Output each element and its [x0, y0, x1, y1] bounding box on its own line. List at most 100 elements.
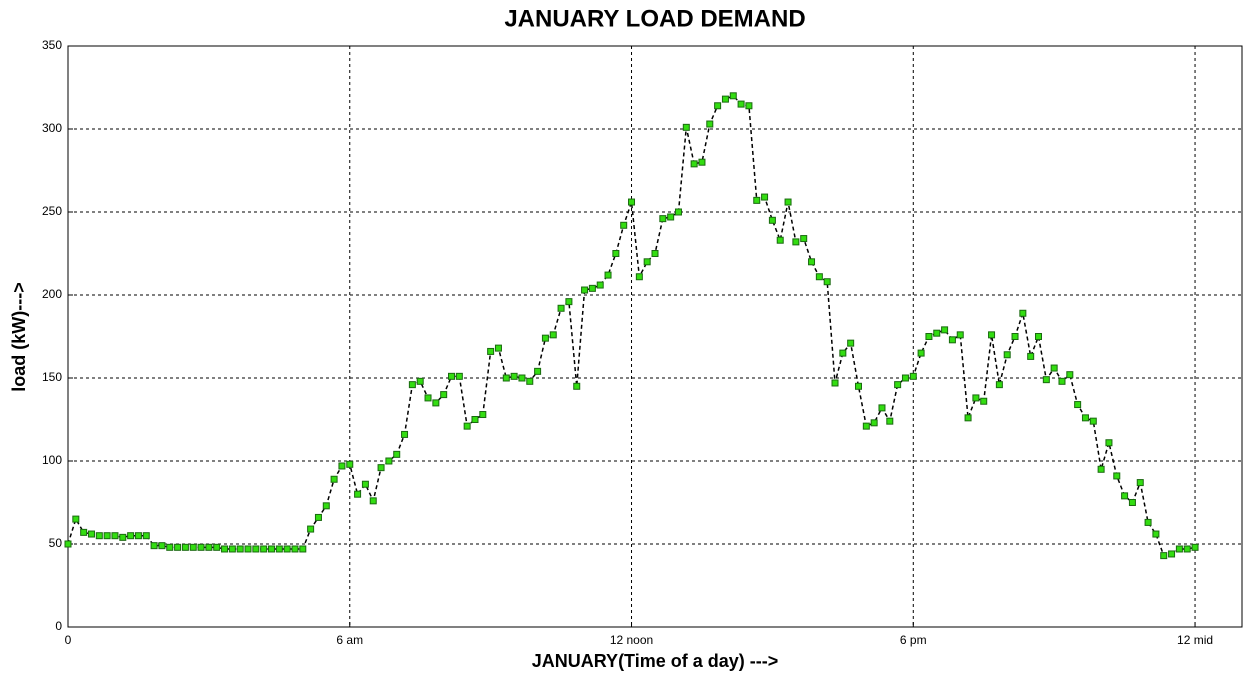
data-point — [925, 333, 933, 340]
data-point — [432, 399, 440, 407]
data-point — [197, 543, 205, 551]
data-point — [651, 250, 659, 257]
data-point — [228, 545, 236, 553]
data-point — [221, 545, 229, 553]
data-point — [1144, 518, 1152, 526]
data-point — [369, 497, 377, 505]
data-point — [471, 416, 479, 423]
data-point — [401, 430, 409, 438]
data-point — [753, 196, 761, 204]
data-point — [526, 377, 534, 385]
data-point — [870, 419, 878, 427]
data-point — [1066, 371, 1074, 379]
data-point — [518, 374, 526, 382]
data-point — [698, 158, 706, 166]
data-point — [440, 391, 448, 399]
data-point — [330, 475, 338, 483]
data-point — [620, 221, 628, 229]
data-point — [346, 460, 354, 468]
data-point — [502, 374, 510, 382]
data-point — [808, 258, 816, 266]
data-point — [314, 513, 322, 521]
data-point — [455, 372, 463, 380]
data-point — [784, 198, 792, 206]
data-point — [463, 422, 471, 430]
data-point — [682, 123, 690, 131]
plot-frame — [67, 45, 1243, 628]
data-point — [667, 213, 675, 221]
data-point — [706, 120, 714, 128]
chart-title: JANUARY LOAD DEMAND — [504, 5, 805, 32]
data-point — [800, 235, 808, 243]
data-point — [80, 528, 88, 536]
data-point — [635, 273, 643, 281]
data-point — [322, 502, 330, 510]
data-point — [252, 545, 260, 553]
data-point — [510, 372, 518, 380]
data-point — [1152, 530, 1160, 538]
data-point — [1074, 401, 1082, 409]
data-point — [714, 102, 722, 110]
data-point — [901, 374, 909, 382]
data-point — [839, 349, 847, 357]
data-point — [721, 95, 729, 103]
data-point — [1042, 376, 1050, 384]
data-point — [361, 480, 369, 488]
data-point — [72, 515, 80, 523]
data-point — [878, 404, 886, 412]
data-point — [127, 532, 135, 540]
data-point — [1105, 439, 1113, 447]
data-point — [95, 532, 103, 540]
data-point — [1168, 550, 1176, 558]
data-point — [674, 208, 682, 216]
data-point — [659, 215, 667, 223]
data-point — [213, 543, 221, 551]
data-point — [1035, 333, 1043, 340]
data-point — [948, 336, 956, 344]
data-point — [1191, 543, 1199, 551]
data-point — [612, 250, 620, 257]
data-point — [103, 532, 111, 540]
data-point — [150, 542, 158, 550]
data-point — [588, 284, 596, 292]
data-point — [275, 545, 283, 553]
x-tick-label: 12 mid — [1177, 633, 1213, 647]
data-point — [385, 457, 393, 465]
x-tick-label: 6 pm — [900, 633, 927, 647]
data-point — [1027, 352, 1035, 360]
data-point — [862, 422, 870, 430]
data-point — [424, 394, 432, 402]
data-point — [64, 540, 72, 548]
data-point — [792, 238, 800, 246]
data-point — [494, 344, 502, 352]
data-point — [1175, 545, 1183, 553]
data-point — [909, 372, 917, 380]
data-point — [581, 286, 589, 294]
data-point — [134, 532, 142, 540]
data-point — [205, 543, 213, 551]
data-point — [776, 236, 784, 244]
data-point — [1136, 479, 1144, 487]
data-point — [1121, 492, 1129, 500]
data-point — [596, 281, 604, 289]
data-point — [158, 542, 166, 550]
data-point — [894, 381, 902, 389]
data-point — [972, 394, 980, 402]
data-point — [737, 100, 745, 108]
data-point — [307, 525, 315, 533]
y-tick-label: 100 — [42, 453, 62, 467]
data-point — [1183, 545, 1191, 553]
data-point — [1019, 309, 1027, 317]
data-point — [604, 271, 612, 279]
data-point — [823, 278, 831, 286]
data-point — [236, 545, 244, 553]
data-point — [831, 379, 839, 387]
data-point — [964, 414, 972, 422]
data-point — [1011, 333, 1019, 340]
data-point — [283, 545, 291, 553]
data-point — [1058, 377, 1066, 385]
x-tick-label: 6 am — [336, 633, 363, 647]
data-point — [980, 397, 988, 405]
data-point — [393, 450, 401, 458]
